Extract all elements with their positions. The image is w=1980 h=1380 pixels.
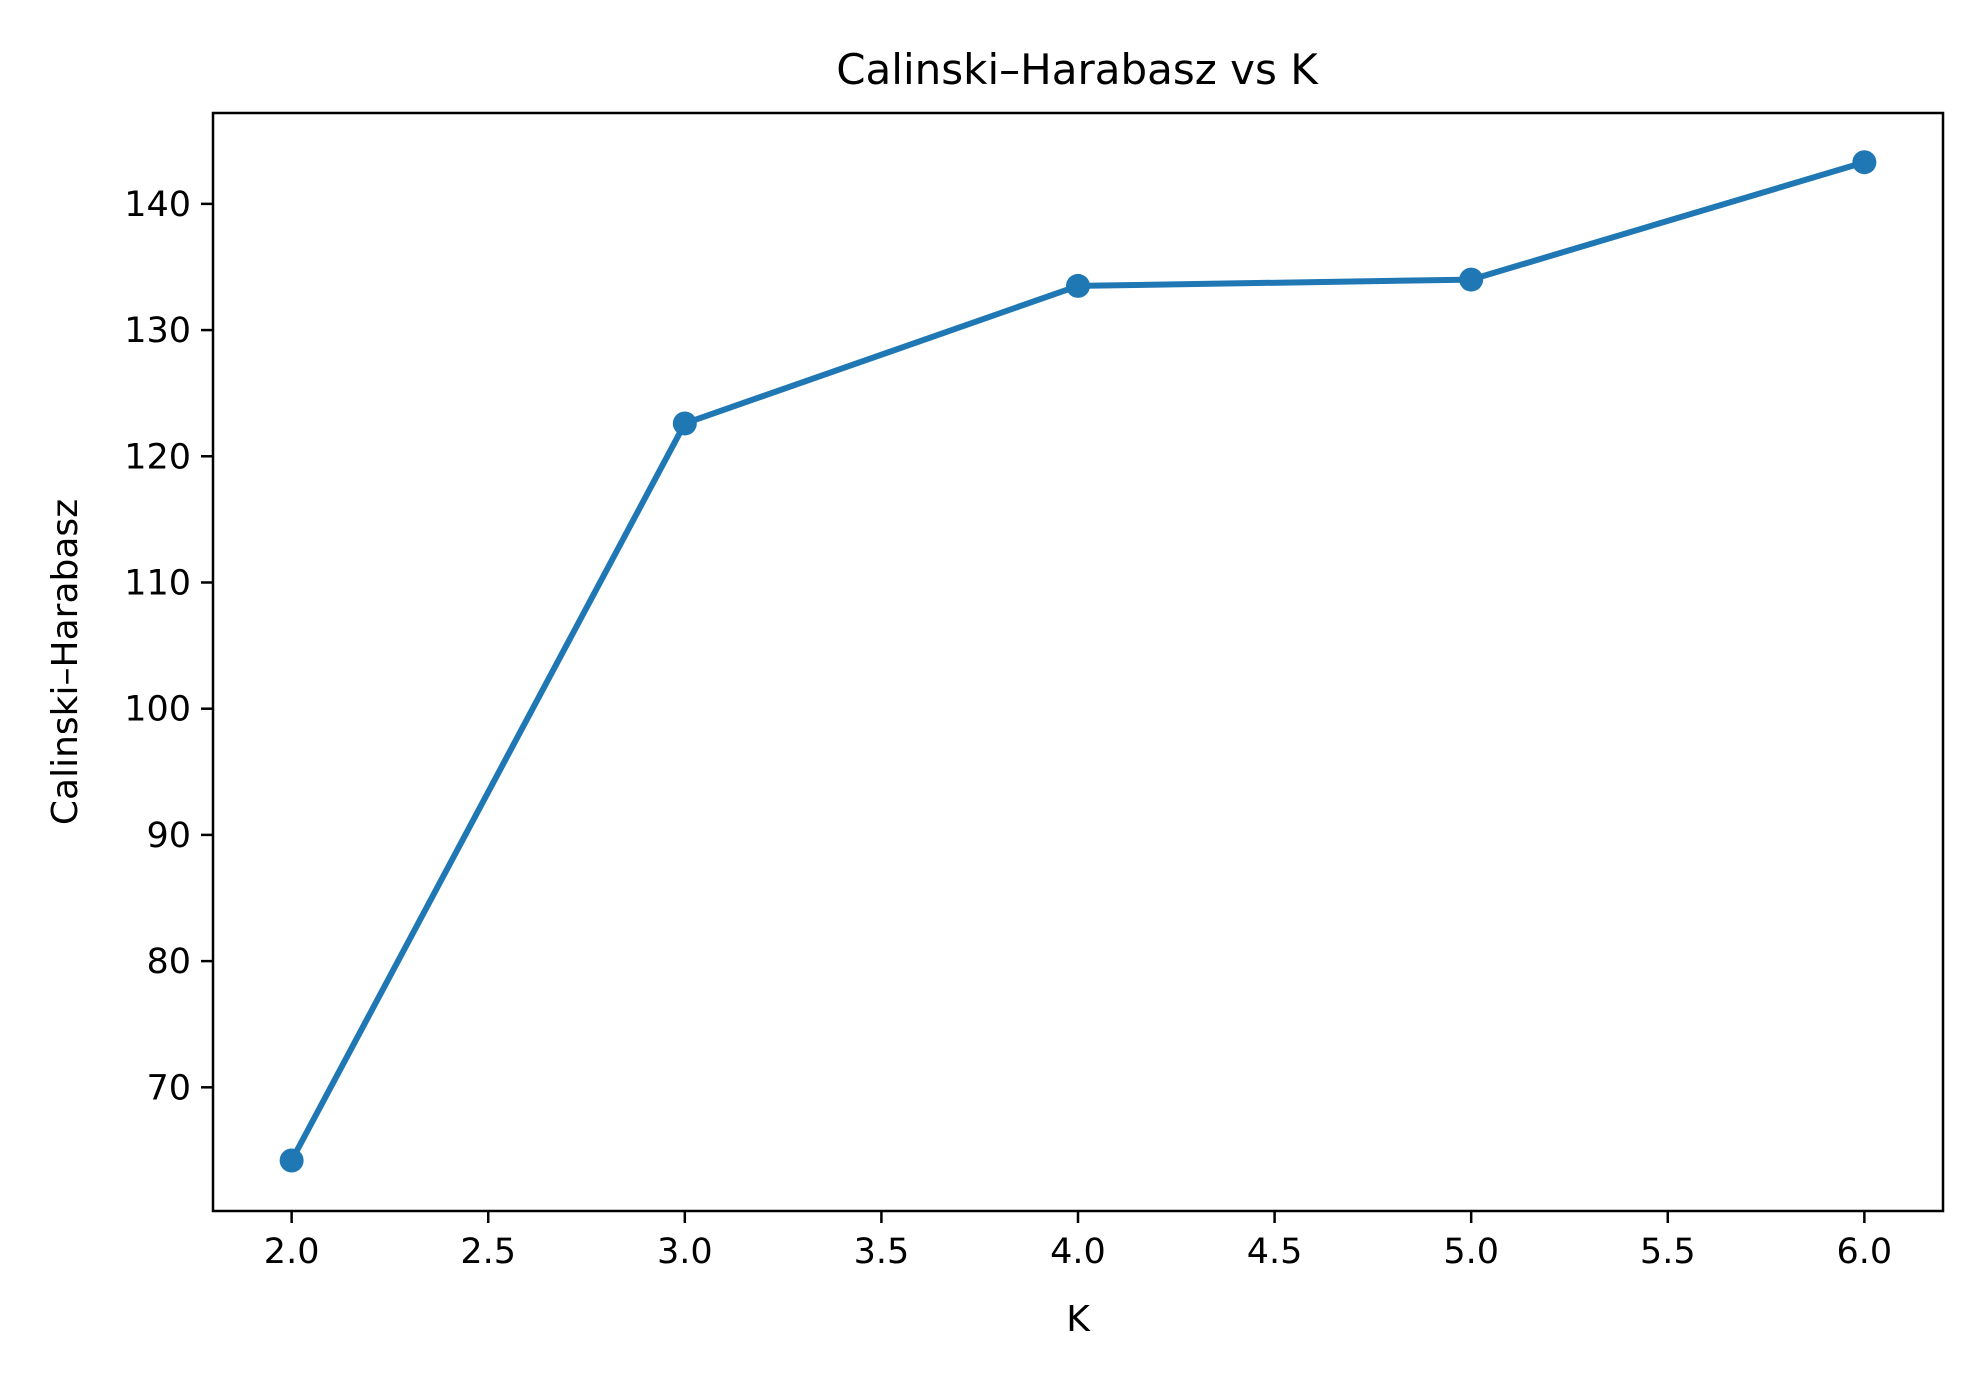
x-tick-label: 2.5 [460,1232,516,1272]
y-axis-ticks: 70 80 90 100 110 120 130 140 [124,185,213,1108]
series-line [288,159,1868,1164]
x-tick-label: 3.5 [854,1232,910,1272]
x-tick-label: 2.0 [264,1232,320,1272]
y-tick-label: 130 [124,311,191,351]
x-tick-label: 4.5 [1247,1232,1303,1272]
x-tick-label: 4.0 [1050,1232,1106,1272]
data-point-k-5 [1459,267,1484,292]
y-tick-label: 80 [146,942,191,982]
series-layer [279,150,1877,1173]
data-point-k-6 [1852,150,1877,175]
data-point-k-3 [672,411,697,436]
data-point-k-4 [1066,273,1090,298]
chart-title: Calinski–Harabasz vs K [836,45,1319,94]
x-tick-label: 6.0 [1837,1232,1893,1272]
data-point-k-2 [279,1148,304,1173]
x-tick-label: 3.0 [657,1232,713,1272]
y-axis-label: Calinski–Harabasz [45,499,86,825]
x-axis-label: K [1066,1299,1091,1340]
x-tick-label: 5.5 [1640,1232,1696,1272]
y-tick-label: 70 [146,1068,191,1108]
x-axis-ticks: 2.0 2.5 3.0 3.5 4.0 4.5 5.0 5.5 6.0 [264,1211,1892,1272]
y-tick-label: 90 [146,816,191,856]
y-tick-label: 100 [124,690,191,730]
y-tick-label: 110 [124,563,191,603]
y-tick-label: 140 [124,185,191,225]
y-tick-label: 120 [124,437,191,477]
x-tick-label: 5.0 [1443,1232,1499,1272]
